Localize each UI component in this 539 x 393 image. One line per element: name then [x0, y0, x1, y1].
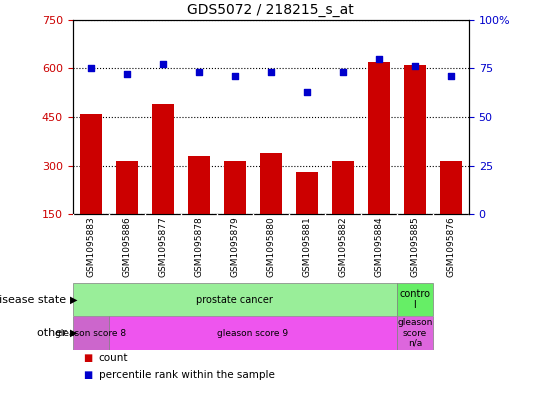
Bar — [296, 172, 317, 263]
Text: GSM1095882: GSM1095882 — [338, 216, 347, 277]
Point — [338, 69, 347, 75]
Text: contro
l: contro l — [399, 289, 431, 310]
Bar — [109, 316, 397, 350]
Point — [411, 63, 419, 70]
Text: GSM1095886: GSM1095886 — [122, 216, 132, 277]
Point — [302, 88, 311, 95]
Text: GSM1095885: GSM1095885 — [410, 216, 419, 277]
Bar — [260, 152, 282, 263]
Text: ▶: ▶ — [70, 328, 78, 338]
Bar — [368, 62, 390, 263]
Text: gleason
score
n/a: gleason score n/a — [397, 318, 433, 348]
Bar — [152, 104, 174, 263]
Text: GSM1095883: GSM1095883 — [86, 216, 95, 277]
Text: gleason score 9: gleason score 9 — [217, 329, 288, 338]
Text: ■: ■ — [84, 370, 93, 380]
Bar — [73, 283, 397, 316]
Bar — [332, 161, 354, 263]
Bar — [440, 161, 462, 263]
Point — [195, 69, 203, 75]
Bar — [188, 156, 210, 263]
Text: disease state: disease state — [0, 295, 70, 305]
Bar — [73, 316, 109, 350]
Point — [447, 73, 455, 79]
Point — [122, 71, 131, 77]
Point — [86, 65, 95, 72]
Bar — [397, 283, 433, 316]
Point — [231, 73, 239, 79]
Bar — [404, 65, 426, 263]
Point — [375, 55, 383, 62]
Bar — [116, 161, 137, 263]
Text: gleason score 8: gleason score 8 — [55, 329, 126, 338]
Text: ■: ■ — [84, 353, 93, 364]
Text: GSM1095877: GSM1095877 — [158, 216, 167, 277]
Text: prostate cancer: prostate cancer — [196, 295, 273, 305]
Text: GSM1095879: GSM1095879 — [230, 216, 239, 277]
Text: other: other — [37, 328, 70, 338]
Text: GSM1095876: GSM1095876 — [446, 216, 455, 277]
Text: count: count — [99, 353, 128, 364]
Text: GSM1095878: GSM1095878 — [195, 216, 203, 277]
Text: GSM1095881: GSM1095881 — [302, 216, 312, 277]
Text: ▶: ▶ — [70, 295, 78, 305]
Bar — [224, 161, 246, 263]
Text: GSM1095884: GSM1095884 — [375, 216, 383, 277]
Bar — [397, 316, 433, 350]
Bar — [80, 114, 101, 263]
Text: percentile rank within the sample: percentile rank within the sample — [99, 370, 274, 380]
Text: GSM1095880: GSM1095880 — [266, 216, 275, 277]
Point — [267, 69, 275, 75]
Title: GDS5072 / 218215_s_at: GDS5072 / 218215_s_at — [188, 3, 354, 17]
Point — [158, 61, 167, 68]
